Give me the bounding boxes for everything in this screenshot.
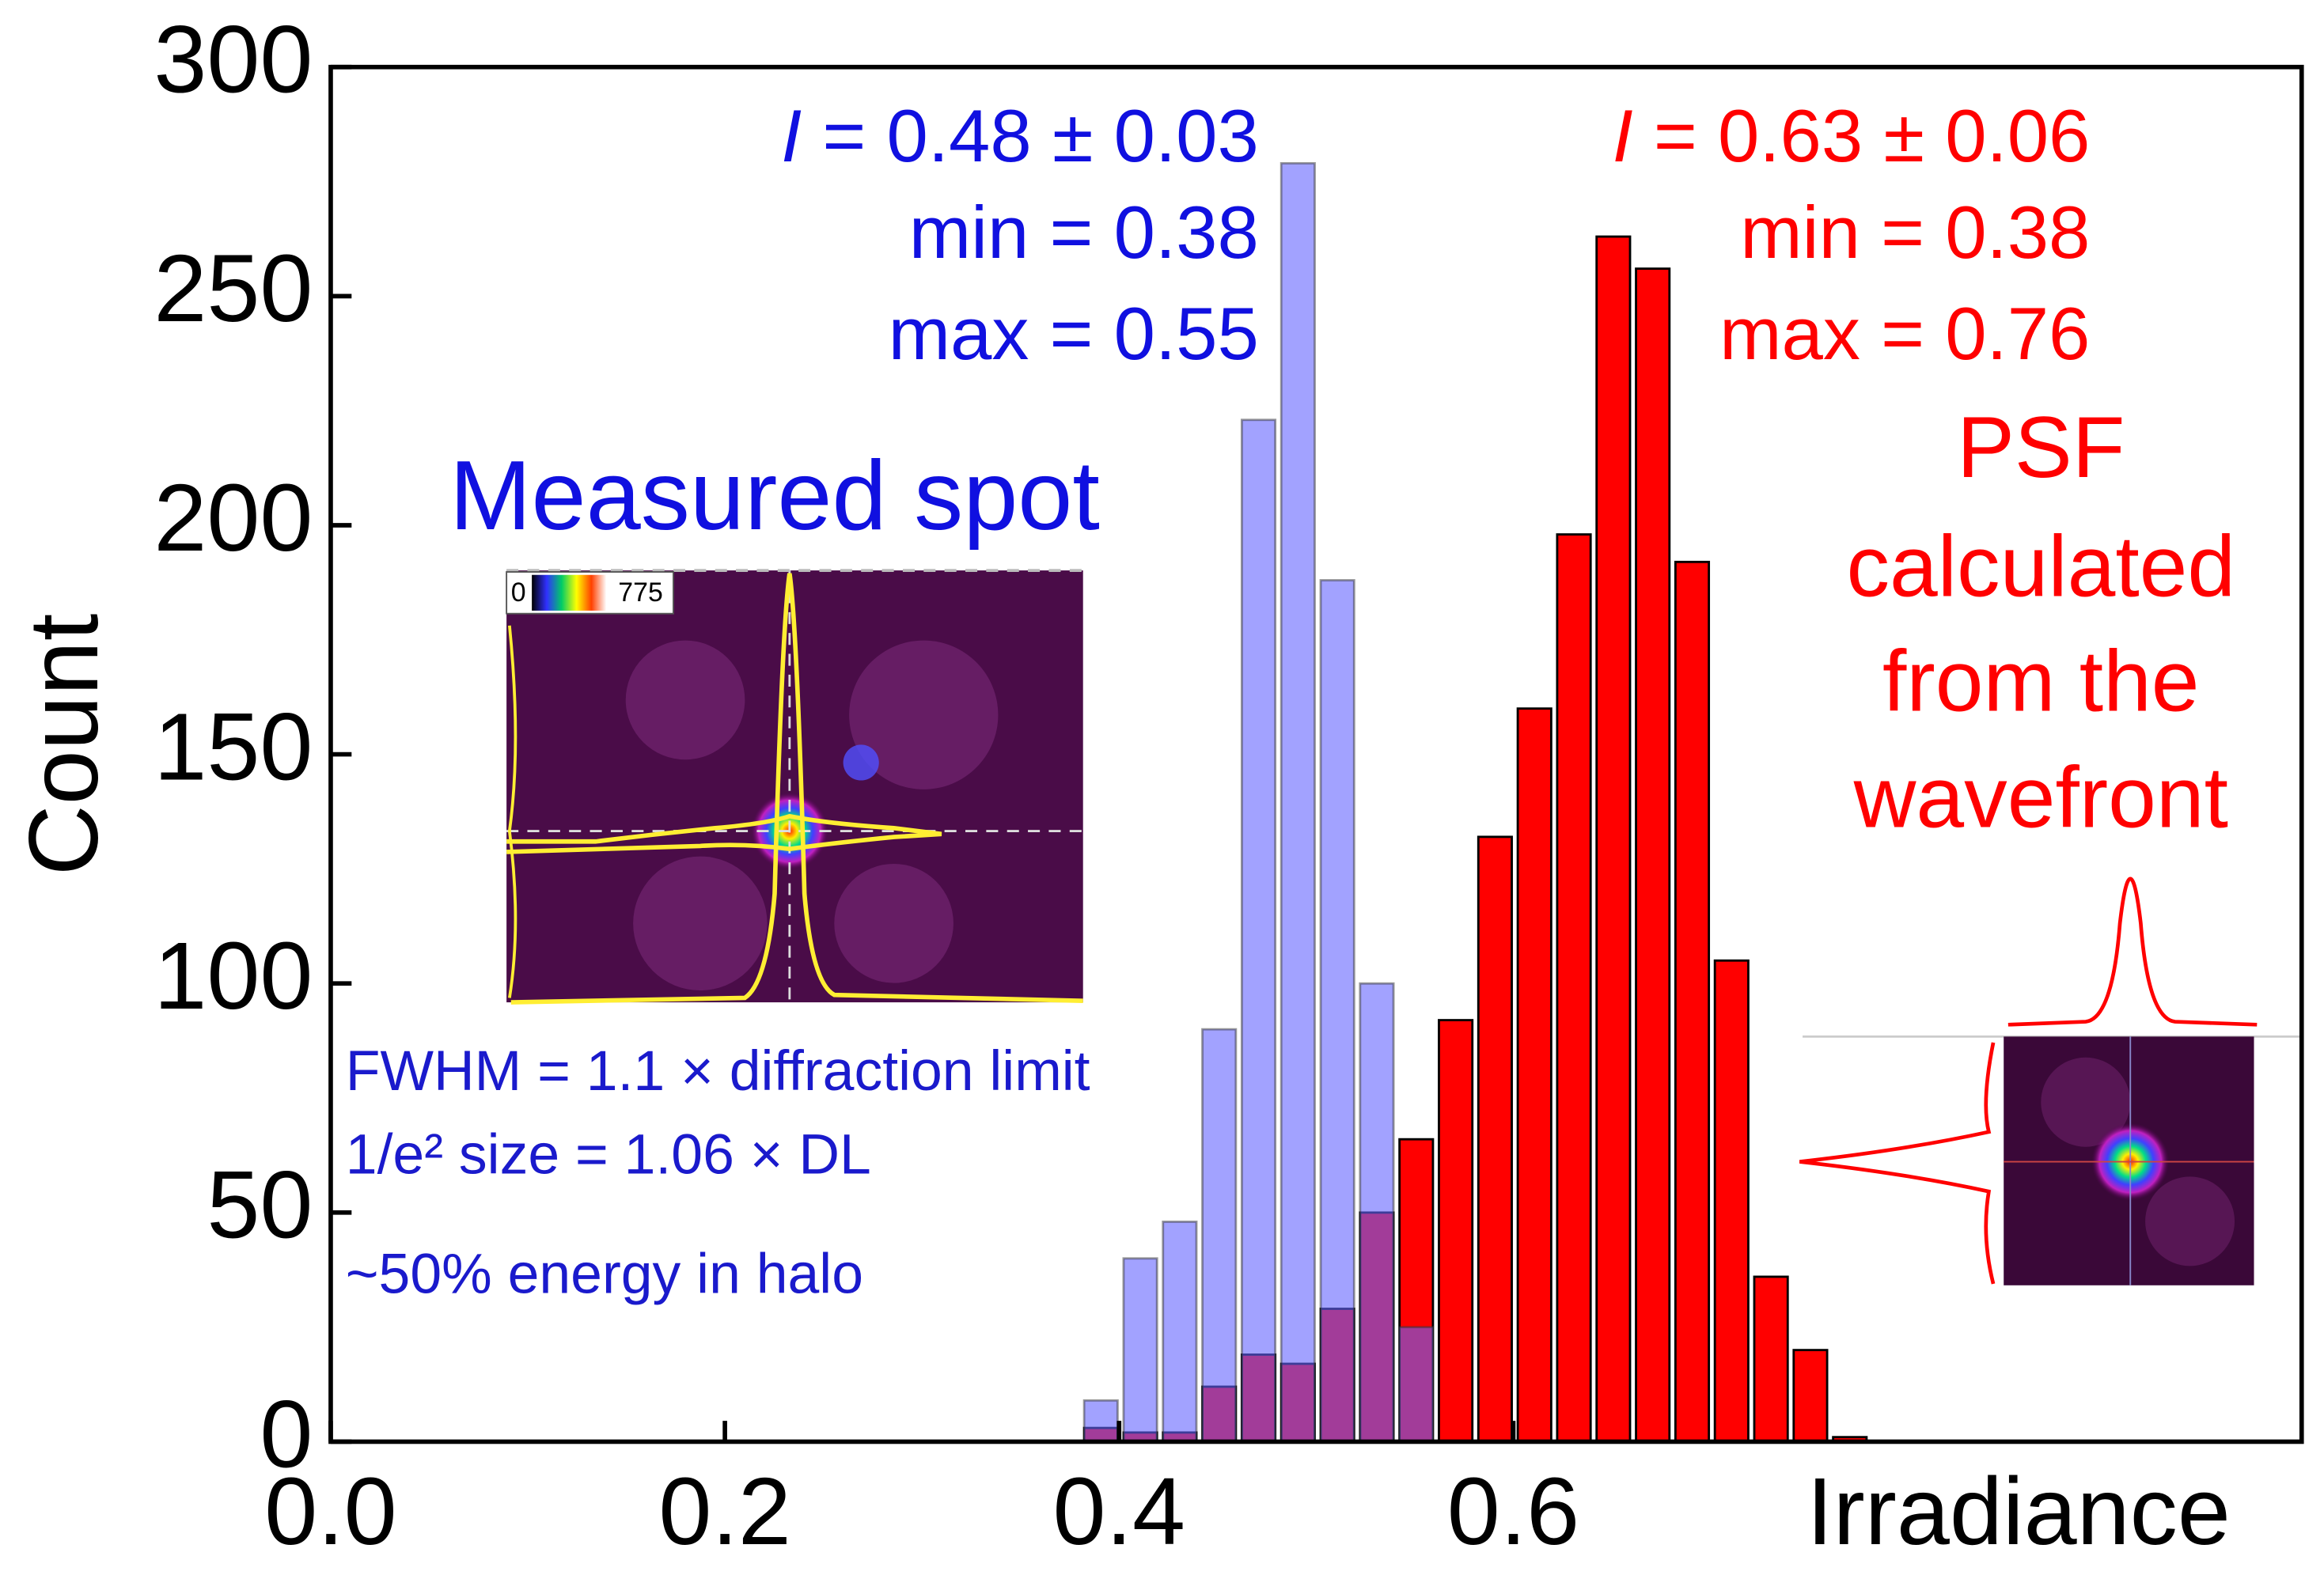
blue-note: ~50% energy in halo bbox=[346, 1242, 863, 1305]
red-stat: max = 0.76 bbox=[1719, 292, 2090, 375]
annotations: I = 0.48 ± 0.03 I = 0.63 ± 0.06 min = 0.38… bbox=[346, 94, 2235, 1306]
bar bbox=[1792, 1349, 1829, 1443]
bar bbox=[1082, 1399, 1119, 1443]
legend-measured-spot: Measured spot bbox=[449, 441, 1100, 551]
bar bbox=[1201, 1028, 1238, 1443]
y-axis-label: Count bbox=[9, 614, 119, 876]
bar bbox=[1595, 235, 1632, 1443]
psf-inset bbox=[1799, 876, 2302, 1285]
bar bbox=[1753, 1275, 1789, 1443]
colorbar-min: 0 bbox=[511, 577, 526, 608]
colorbar-max: 775 bbox=[618, 577, 663, 608]
halo bbox=[2145, 1176, 2235, 1266]
blue-stat: min = 0.38 bbox=[909, 191, 1259, 274]
psf-x-profile bbox=[2007, 876, 2258, 1027]
bar bbox=[1713, 959, 1750, 1443]
y-tick-label: 200 bbox=[154, 464, 313, 571]
y-tick-label: 100 bbox=[154, 922, 313, 1029]
legend-psf: PSF bbox=[1957, 399, 2125, 496]
blue-note: FWHM = 1.1 × diffraction limit bbox=[346, 1039, 1090, 1103]
y-side-profile bbox=[507, 625, 517, 998]
y-tick-label: 0 bbox=[260, 1380, 313, 1487]
legend-psf: from the bbox=[1882, 634, 2200, 730]
y-tick-label: 300 bbox=[154, 6, 313, 113]
legend-psf: calculated bbox=[1846, 519, 2235, 615]
blue-stat: max = 0.55 bbox=[889, 292, 1259, 375]
psf-y-profile bbox=[1799, 1042, 1996, 1285]
x-tick-label: 0.4 bbox=[1053, 1458, 1186, 1565]
bar bbox=[1516, 707, 1552, 1443]
bar bbox=[1635, 267, 1671, 1443]
x-axis-label: Irradiance bbox=[1807, 1458, 2231, 1565]
red-stat: I = 0.63 ± 0.06 bbox=[1613, 94, 2091, 177]
bar bbox=[1240, 418, 1277, 1443]
bar bbox=[1122, 1257, 1158, 1443]
y-tick-label: 50 bbox=[207, 1152, 313, 1259]
x-tick-label: 0.6 bbox=[1447, 1458, 1579, 1565]
halo bbox=[843, 744, 879, 781]
x-tick-label: 0.0 bbox=[264, 1458, 397, 1565]
bar bbox=[1398, 1326, 1435, 1443]
halo bbox=[2041, 1057, 2131, 1147]
axes: 0 50 100 150 200 250 300 0.0 0.2 0.4 0.6 bbox=[154, 6, 1579, 1566]
bar bbox=[1162, 1221, 1198, 1443]
blue-note: 1/e² size = 1.06 × DL bbox=[346, 1123, 871, 1187]
y-profile bbox=[510, 573, 1083, 1005]
bar bbox=[1319, 579, 1355, 1443]
bar bbox=[1438, 1019, 1474, 1443]
halo bbox=[633, 856, 768, 991]
bar bbox=[1674, 560, 1711, 1443]
measured-spot-inset: 0 775 bbox=[506, 569, 1083, 1005]
x-tick-label: 0.2 bbox=[658, 1458, 791, 1565]
bar bbox=[1280, 161, 1316, 1443]
legend-psf: wavefront bbox=[1853, 750, 2228, 846]
halo bbox=[834, 863, 953, 983]
blue-stat: I = 0.48 ± 0.03 bbox=[781, 94, 1259, 177]
halo bbox=[849, 640, 999, 789]
y-tick-label: 150 bbox=[154, 693, 313, 800]
colorbar bbox=[532, 574, 607, 611]
halo bbox=[625, 640, 745, 760]
y-tick-label: 250 bbox=[154, 235, 313, 342]
red-stat: min = 0.38 bbox=[1740, 191, 2090, 274]
bar bbox=[1359, 982, 1395, 1443]
bar bbox=[1556, 533, 1592, 1443]
x-profile bbox=[506, 813, 942, 854]
bar bbox=[1477, 835, 1513, 1443]
